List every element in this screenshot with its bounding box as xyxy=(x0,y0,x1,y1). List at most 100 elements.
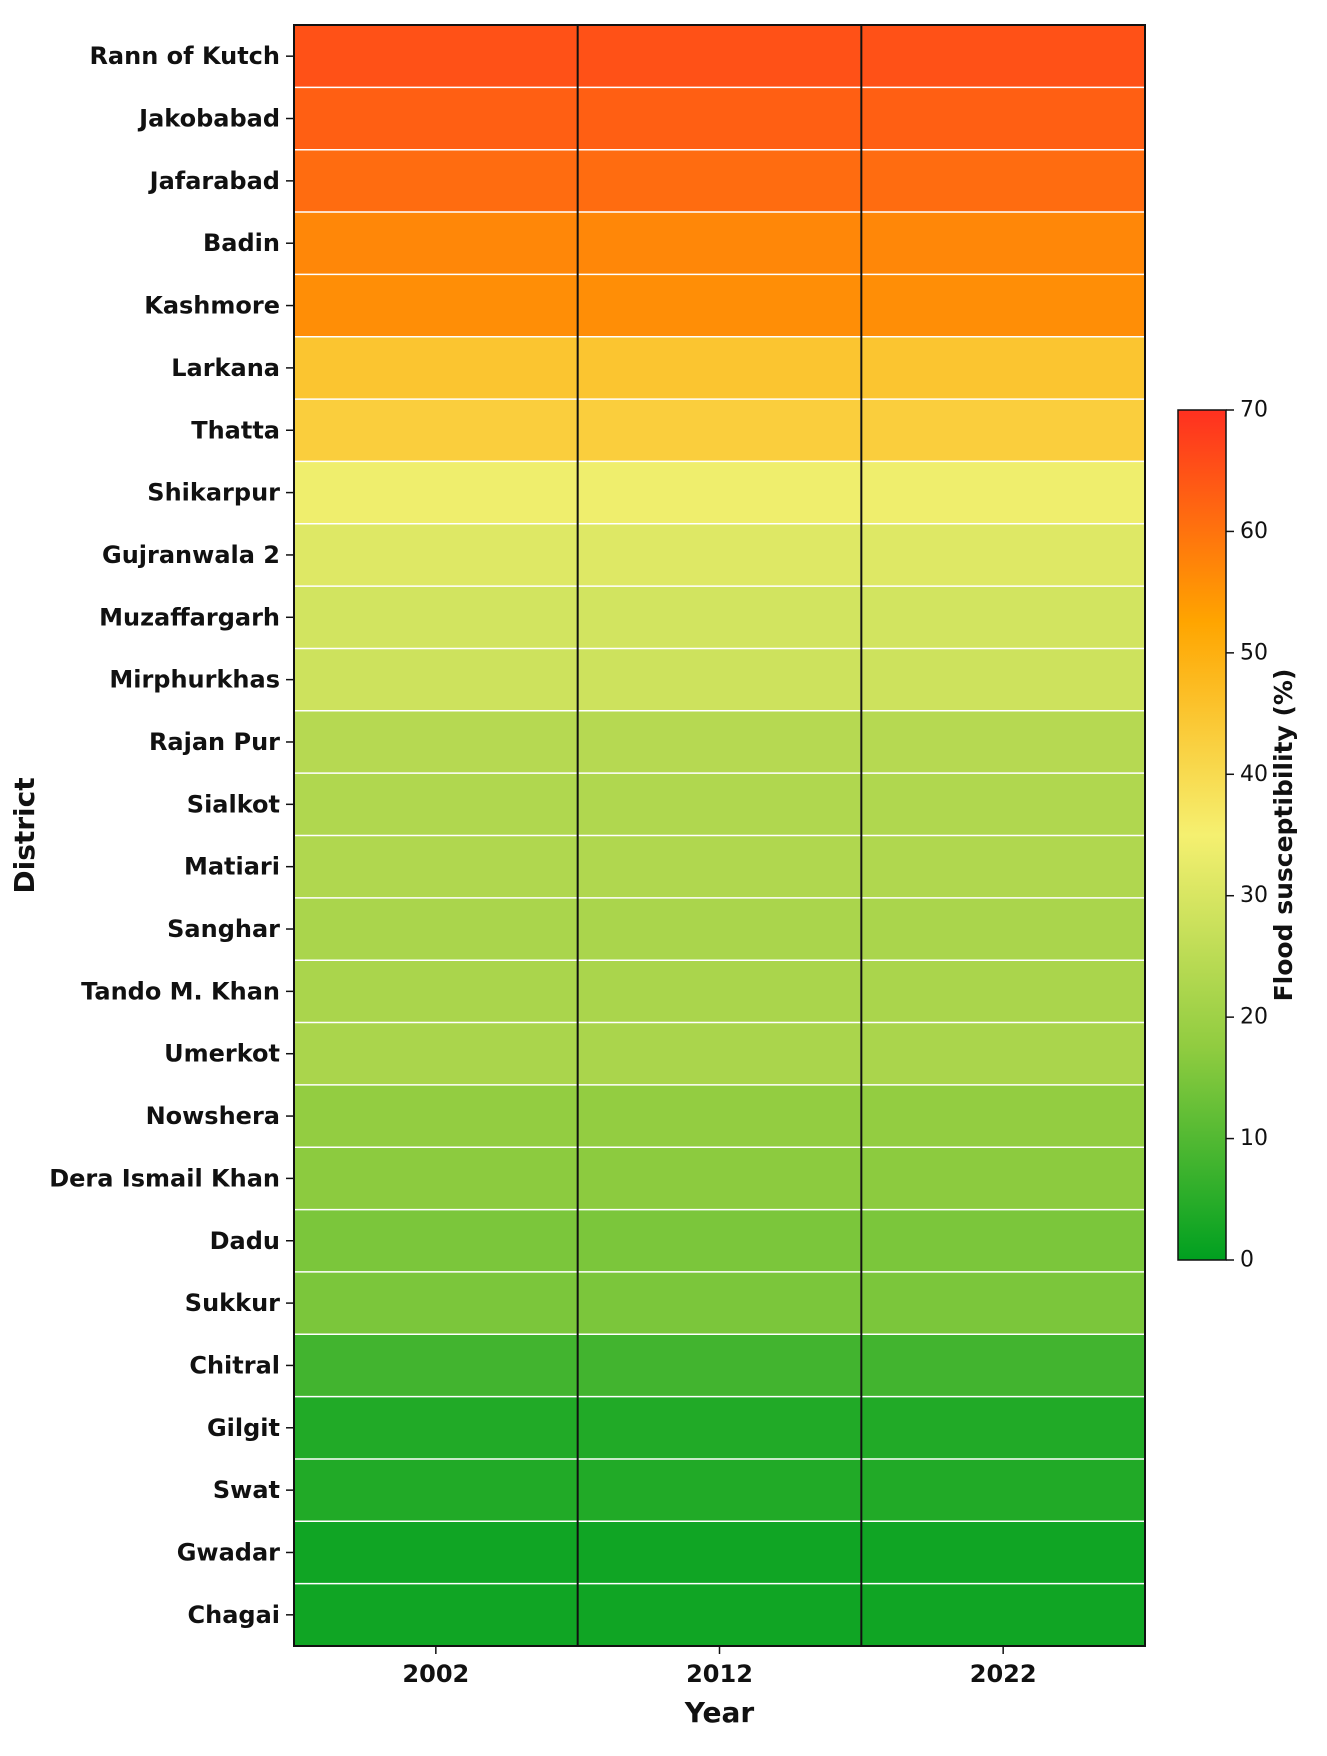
heatmap-cell xyxy=(577,87,862,151)
heatmap-cell xyxy=(861,212,1146,275)
district-label: Mirphurkhas xyxy=(109,666,280,694)
heatmap-cell xyxy=(861,336,1146,400)
heatmap-cell xyxy=(861,710,1146,774)
heatmap-cell xyxy=(861,1147,1146,1211)
district-label: Gujranwala 2 xyxy=(102,541,280,569)
heatmap-cell xyxy=(577,710,862,774)
heatmap-cell xyxy=(861,773,1146,836)
heatmap-cell xyxy=(294,274,579,338)
year-label: 2002 xyxy=(402,1660,469,1688)
y-axis-title: District xyxy=(8,777,41,893)
heatmap-cell xyxy=(294,710,579,774)
heatmap-cell xyxy=(861,1271,1146,1335)
heatmap-cell xyxy=(577,586,862,649)
district-label: Jafarabad xyxy=(148,167,280,195)
heatmap-cell xyxy=(861,586,1146,649)
district-label: Muzaffargarh xyxy=(99,603,280,631)
heatmap-cell xyxy=(294,1209,579,1273)
heatmap-cell xyxy=(294,336,579,400)
heatmap-cell xyxy=(861,87,1146,151)
colorbar-tick-label: 20 xyxy=(1240,1005,1268,1030)
heatmap-cell xyxy=(294,1521,579,1585)
heatmap-cell xyxy=(577,1084,862,1148)
heatmap-cell xyxy=(861,1396,1146,1460)
district-label: Swat xyxy=(213,1476,280,1504)
district-label: Thatta xyxy=(191,416,280,444)
district-label: Gwadar xyxy=(177,1538,280,1566)
heatmap-cell xyxy=(294,25,579,88)
district-label: Nowshera xyxy=(146,1102,280,1130)
heatmap-cell xyxy=(577,25,862,88)
heatmap-cell xyxy=(577,897,862,961)
heatmap-cell xyxy=(861,523,1146,587)
heatmap-cell xyxy=(577,149,862,213)
heatmap-cell xyxy=(861,1209,1146,1273)
heatmap-cell xyxy=(861,1521,1146,1585)
heatmap-cell xyxy=(294,835,579,899)
heatmap-cell xyxy=(861,960,1146,1024)
heatmap-cell xyxy=(294,1271,579,1335)
heatmap-cell xyxy=(861,648,1146,712)
district-tick-labels: Rann of Kutch Jakobabad Jafarabad Badin Kash… xyxy=(49,42,294,1629)
heatmap-cell xyxy=(577,1271,862,1335)
heatmap-cell xyxy=(861,897,1146,961)
colorbar: 0 10 20 30 40 50 60 70 xyxy=(1177,398,1268,1273)
heatmap-cell xyxy=(294,897,579,961)
heatmap-cell xyxy=(861,1583,1146,1647)
district-label: Matiari xyxy=(184,853,280,881)
district-label: Badin xyxy=(203,229,280,257)
heatmap-cell xyxy=(294,399,579,462)
district-label: Larkana xyxy=(171,354,280,382)
heatmap-cell xyxy=(861,835,1146,899)
colorbar-tick-label: 60 xyxy=(1240,519,1268,544)
colorbar-tick-label: 10 xyxy=(1240,1126,1268,1151)
heatmap-cell xyxy=(294,648,579,712)
heatmap-cell xyxy=(577,523,862,587)
district-label: Chagai xyxy=(188,1601,281,1629)
district-label: Dadu xyxy=(210,1227,280,1255)
year-label: 2022 xyxy=(970,1660,1037,1688)
heatmap-cell xyxy=(577,461,862,525)
colorbar-tick-label: 30 xyxy=(1240,883,1268,908)
heatmap-cells xyxy=(294,25,1146,1647)
heatmap-cell xyxy=(861,1334,1146,1398)
heatmap-cell xyxy=(294,1147,579,1211)
heatmap-cell xyxy=(861,274,1146,338)
heatmap-cell xyxy=(577,1334,862,1398)
x-axis-title: Year xyxy=(684,1696,755,1729)
heatmap-cell xyxy=(861,399,1146,462)
district-label: Jakobabad xyxy=(137,105,280,133)
district-label: Rann of Kutch xyxy=(89,42,280,70)
district-label: Sanghar xyxy=(167,915,280,943)
district-label: Tando M. Khan xyxy=(81,977,280,1005)
heatmap-cell xyxy=(861,1022,1146,1086)
district-label: Sukkur xyxy=(185,1289,280,1317)
heatmap-cell xyxy=(294,1334,579,1398)
heatmap-cell xyxy=(294,523,579,587)
district-label: Umerkot xyxy=(164,1040,280,1068)
heatmap-cell xyxy=(294,461,579,525)
district-label: Rajan Pur xyxy=(149,728,280,756)
heatmap-cell xyxy=(577,1147,862,1211)
heatmap-cell xyxy=(577,960,862,1024)
heatmap-cell xyxy=(861,1458,1146,1522)
heatmap-cell xyxy=(577,648,862,712)
district-label: Chitral xyxy=(189,1351,280,1379)
heatmap-cell xyxy=(577,773,862,836)
heatmap-cell xyxy=(294,960,579,1024)
heatmap-cell xyxy=(294,773,579,836)
heatmap-cell xyxy=(294,1022,579,1086)
heatmap-cell xyxy=(861,461,1146,525)
heatmap-cell xyxy=(577,1458,862,1522)
colorbar-title: Flood susceptibility (%) xyxy=(1269,669,1298,1002)
heatmap-cell xyxy=(861,149,1146,213)
district-label: Sialkot xyxy=(187,790,280,818)
heatmap-cell xyxy=(577,1583,862,1647)
year-tick-labels: 2002 2012 2022 xyxy=(402,1646,1037,1688)
heatmap-cell xyxy=(577,1209,862,1273)
colorbar-tick-label: 70 xyxy=(1240,398,1268,423)
heatmap-grid xyxy=(293,24,1146,1647)
heatmap-cell xyxy=(294,87,579,151)
heatmap-cell xyxy=(577,1396,862,1460)
